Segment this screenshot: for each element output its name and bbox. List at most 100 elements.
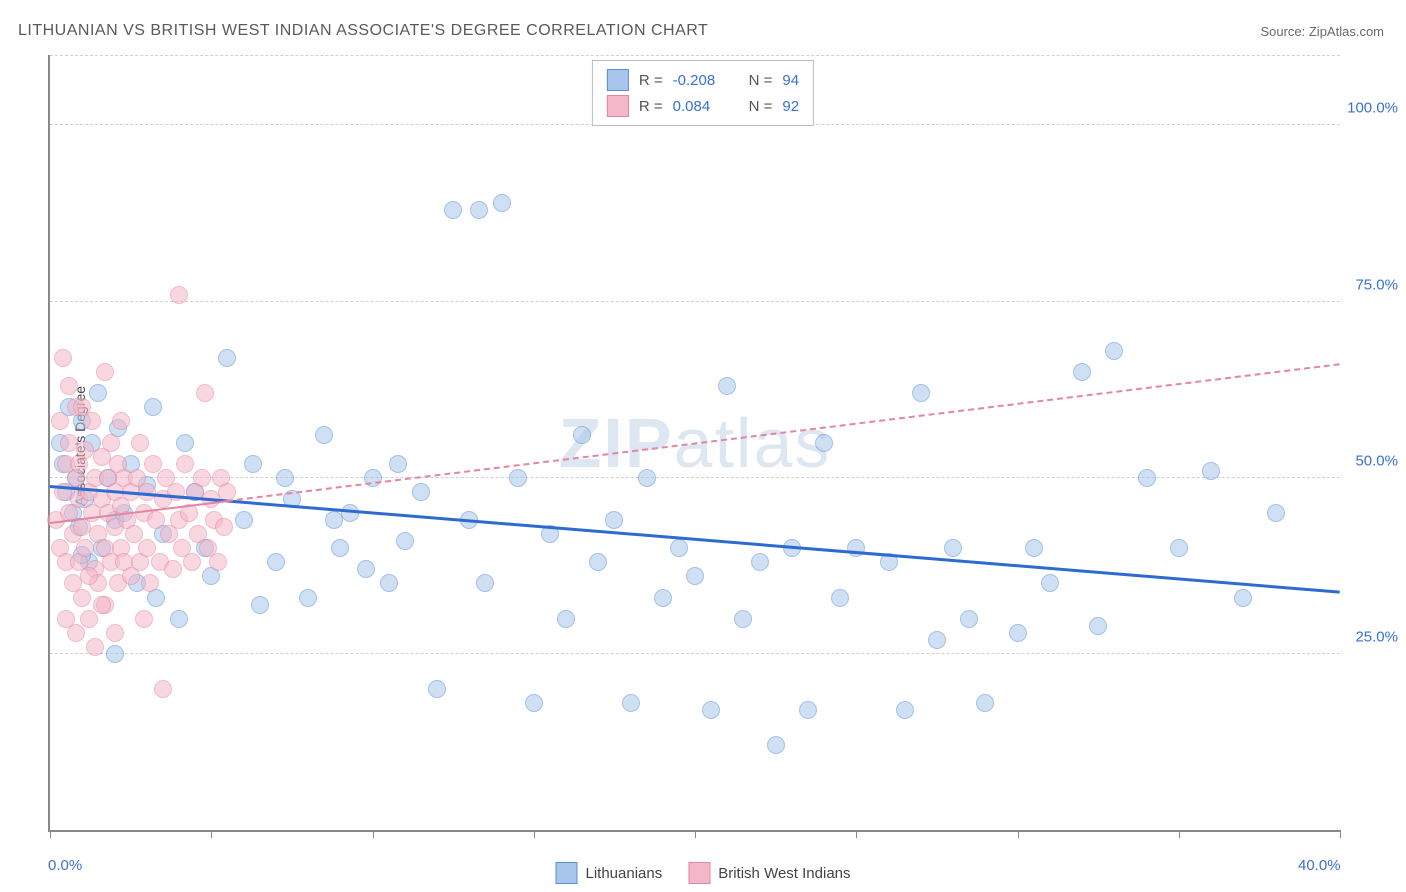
data-point bbox=[144, 398, 162, 416]
data-point bbox=[444, 201, 462, 219]
data-point bbox=[1073, 363, 1091, 381]
data-point bbox=[76, 539, 94, 557]
data-point bbox=[815, 434, 833, 452]
data-point bbox=[54, 349, 72, 367]
n-value: 92 bbox=[782, 98, 799, 115]
legend-swatch bbox=[607, 69, 629, 91]
data-point bbox=[1105, 342, 1123, 360]
data-point bbox=[638, 469, 656, 487]
data-point bbox=[1267, 504, 1285, 522]
data-point bbox=[412, 483, 430, 501]
n-label: N = bbox=[749, 72, 773, 89]
data-point bbox=[267, 553, 285, 571]
data-point bbox=[299, 589, 317, 607]
y-tick-label: 25.0% bbox=[1355, 628, 1398, 645]
data-point bbox=[718, 377, 736, 395]
data-point bbox=[476, 574, 494, 592]
data-point bbox=[170, 286, 188, 304]
data-point bbox=[767, 736, 785, 754]
r-value: -0.208 bbox=[673, 72, 729, 89]
data-point bbox=[896, 701, 914, 719]
data-point bbox=[493, 194, 511, 212]
data-point bbox=[654, 589, 672, 607]
x-tick bbox=[50, 830, 51, 838]
y-tick-label: 50.0% bbox=[1355, 452, 1398, 469]
data-point bbox=[751, 553, 769, 571]
data-point bbox=[1025, 539, 1043, 557]
data-point bbox=[912, 384, 930, 402]
data-point bbox=[686, 567, 704, 585]
data-point bbox=[799, 701, 817, 719]
data-point bbox=[734, 610, 752, 628]
x-tick bbox=[1340, 830, 1341, 838]
source-label: Source: ZipAtlas.com bbox=[1260, 24, 1384, 39]
legend-swatch bbox=[555, 862, 577, 884]
data-point bbox=[86, 638, 104, 656]
data-point bbox=[1041, 574, 1059, 592]
data-point bbox=[80, 610, 98, 628]
data-point bbox=[170, 610, 188, 628]
data-point bbox=[60, 377, 78, 395]
legend-item: Lithuanians bbox=[555, 862, 662, 884]
r-value: 0.084 bbox=[673, 98, 729, 115]
data-point bbox=[389, 455, 407, 473]
chart-title: LITHUANIAN VS BRITISH WEST INDIAN ASSOCI… bbox=[18, 22, 708, 40]
data-point bbox=[131, 434, 149, 452]
x-tick bbox=[1179, 830, 1180, 838]
legend-label: British West Indians bbox=[718, 865, 850, 882]
gridline bbox=[50, 301, 1340, 302]
data-point bbox=[670, 539, 688, 557]
data-point bbox=[325, 511, 343, 529]
x-tick bbox=[856, 830, 857, 838]
data-point bbox=[244, 455, 262, 473]
trend-line bbox=[227, 363, 1340, 502]
x-tick bbox=[211, 830, 212, 838]
legend-swatch bbox=[688, 862, 710, 884]
data-point bbox=[106, 624, 124, 642]
data-point bbox=[89, 384, 107, 402]
x-tick bbox=[695, 830, 696, 838]
data-point bbox=[106, 645, 124, 663]
data-point bbox=[605, 511, 623, 529]
data-point bbox=[944, 539, 962, 557]
data-point bbox=[1009, 624, 1027, 642]
legend-item: British West Indians bbox=[688, 862, 850, 884]
data-point bbox=[1089, 617, 1107, 635]
x-tick bbox=[534, 830, 535, 838]
data-point bbox=[102, 434, 120, 452]
data-point bbox=[112, 412, 130, 430]
data-point bbox=[470, 201, 488, 219]
data-point bbox=[380, 574, 398, 592]
data-point bbox=[80, 567, 98, 585]
data-point bbox=[831, 589, 849, 607]
data-point bbox=[73, 398, 91, 416]
data-point bbox=[702, 701, 720, 719]
n-label: N = bbox=[749, 98, 773, 115]
data-point bbox=[1202, 462, 1220, 480]
legend-label: Lithuanians bbox=[585, 865, 662, 882]
data-point bbox=[235, 511, 253, 529]
data-point bbox=[525, 694, 543, 712]
data-point bbox=[960, 610, 978, 628]
series-legend: Lithuanians British West Indians bbox=[555, 862, 850, 884]
data-point bbox=[96, 363, 114, 381]
r-label: R = bbox=[639, 98, 663, 115]
gridline bbox=[50, 55, 1340, 56]
x-tick bbox=[1018, 830, 1019, 838]
x-tick bbox=[373, 830, 374, 838]
data-point bbox=[73, 589, 91, 607]
legend-swatch bbox=[607, 95, 629, 117]
data-point bbox=[1170, 539, 1188, 557]
data-point bbox=[357, 560, 375, 578]
data-point bbox=[218, 349, 236, 367]
data-point bbox=[428, 680, 446, 698]
n-value: 94 bbox=[782, 72, 799, 89]
data-point bbox=[176, 434, 194, 452]
data-point bbox=[209, 553, 227, 571]
data-point bbox=[164, 560, 182, 578]
x-tick-label: 40.0% bbox=[1298, 857, 1341, 874]
data-point bbox=[67, 624, 85, 642]
data-point bbox=[135, 610, 153, 628]
data-point bbox=[976, 694, 994, 712]
data-point bbox=[196, 384, 214, 402]
